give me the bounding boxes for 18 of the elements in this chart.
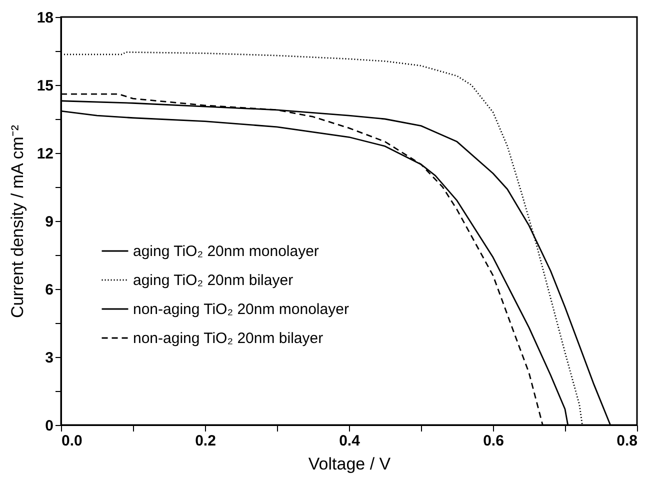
legend-label: aging TiO₂ 20nm bilayer [133,272,294,289]
y-tick-label: 3 [45,350,54,366]
x-tick-label: 0.4 [339,432,361,450]
legend-label: non-aging TiO₂ 20nm bilayer [133,330,324,347]
y-tick-label: 9 [45,214,54,230]
y-tick-label: 18 [36,10,54,26]
x-tick-label: 0.0 [62,432,82,450]
y-axis-title: Current density / mA cm⁻² [8,124,27,318]
y-tick-label: 12 [36,146,54,162]
x-tick-label: 0.6 [483,432,504,450]
x-axis-title: Voltage / V [308,454,392,474]
legend-label: non-aging TiO₂ 20nm monolayer [133,301,349,318]
x-tick-label: 0.2 [195,432,216,450]
y-tick-label: 0 [45,418,54,434]
legend-label: aging TiO₂ 20nm monolayer [133,243,319,260]
y-tick-label: 6 [45,282,54,298]
y-tick-label: 15 [36,78,54,94]
x-tick-label: 0.8 [616,432,638,450]
